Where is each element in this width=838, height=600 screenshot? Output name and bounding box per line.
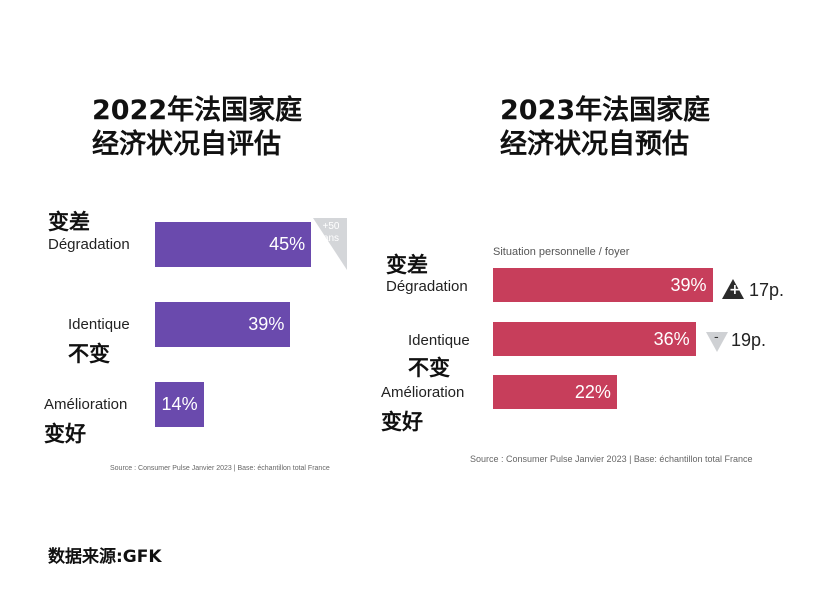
right-label-cn-better: 变好 bbox=[381, 410, 423, 434]
change-worse: 17p. bbox=[749, 280, 785, 300]
left-label-cn-worse: 变差 bbox=[48, 210, 90, 234]
right-source: Source : Consumer Pulse Janvier 2023 | B… bbox=[470, 454, 753, 464]
left-title: 2022年法国家庭 经济状况自评估 bbox=[92, 94, 302, 162]
right-bar-label-2: 22% bbox=[574, 381, 611, 402]
plus-glyph: + bbox=[729, 282, 741, 298]
left-bar-1: 39% bbox=[155, 302, 291, 347]
left-source: Source : Consumer Pulse Janvier 2023 | B… bbox=[110, 465, 330, 472]
left-bar-2: 14% bbox=[155, 382, 204, 427]
left-label-cn-better: 变好 bbox=[44, 422, 86, 446]
right-bar-label-0: 39% bbox=[670, 274, 707, 295]
right-bar-1: 36% bbox=[493, 322, 696, 356]
left-bar-label-0: 45% bbox=[269, 234, 306, 254]
left-bar-label-2: 14% bbox=[161, 394, 198, 414]
down-triangle-icon bbox=[706, 332, 728, 352]
right-title-line1: 2023年法国家庭 bbox=[500, 95, 711, 126]
left-label-fr-same: Identique bbox=[68, 316, 130, 333]
right-title: 2023年法国家庭 经济状况自预估 bbox=[500, 94, 710, 162]
badge-line2: ans bbox=[322, 233, 340, 244]
footer-source: 数据来源:GFK bbox=[48, 547, 162, 567]
minus-glyph: - bbox=[714, 330, 719, 345]
right-label-fr-better: Amélioration bbox=[381, 384, 465, 401]
right-label-fr-worse: Dégradation bbox=[386, 278, 468, 295]
left-label-fr-better: Amélioration bbox=[44, 396, 128, 413]
left-label-cn-same: 不变 bbox=[68, 342, 110, 366]
right-bar-2: 22% bbox=[493, 375, 617, 409]
left-bar-label-1: 39% bbox=[248, 314, 285, 334]
right-bar-label-1: 36% bbox=[653, 328, 690, 349]
right-label-cn-worse: 变差 bbox=[386, 253, 428, 277]
badge-line1: +50 bbox=[322, 221, 340, 232]
up-triangle-icon bbox=[722, 279, 744, 299]
right-title-line2: 经济状况自预估 bbox=[500, 129, 689, 160]
left-label-fr-worse: Dégradation bbox=[48, 236, 130, 253]
right-label-fr-same: Identique bbox=[408, 332, 470, 349]
left-title-line2: 经济状况自评估 bbox=[92, 129, 281, 160]
change-same: 19p. bbox=[731, 330, 767, 350]
right-label-cn-same: 不变 bbox=[408, 356, 450, 380]
left-bar-0: 45% bbox=[155, 222, 312, 267]
right-subtitle: Situation personnelle / foyer bbox=[493, 246, 630, 258]
left-title-line1: 2022年法国家庭 bbox=[92, 95, 303, 126]
right-bar-0: 39% bbox=[493, 268, 713, 302]
